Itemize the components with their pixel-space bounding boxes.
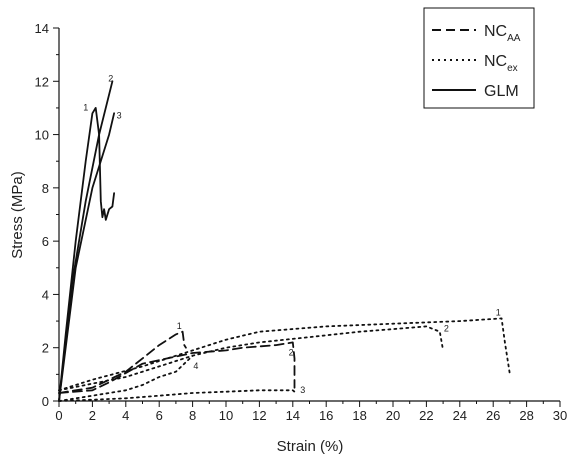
y-tick-label: 14 [35,21,49,36]
x-tick-label: 8 [189,408,196,423]
legend-label-subscript: AA [507,33,521,44]
curve-nc-ex-2 [58,325,445,392]
y-tick-label: 12 [35,74,49,89]
curve-nc-ex-1 [58,317,511,392]
x-tick-label: 28 [519,408,533,423]
x-tick-label: 14 [286,408,300,423]
y-axis-title: Stress (MPa) [9,171,26,259]
x-tick-label: 6 [156,408,163,423]
x-tick-label: 16 [319,408,333,423]
x-tick-label: 30 [553,408,567,423]
x-axis-title: Strain (%) [277,438,344,455]
curve-labels-layer: 1 2 3 1 4 2 3 1 2 [83,73,501,395]
x-tick-label: 0 [55,408,62,423]
legend-label-subscript: ex [507,63,518,74]
x-tick-label: 24 [453,408,467,423]
y-tick-label: 0 [42,394,49,409]
curve-glm-2 [58,80,114,402]
legend-box [423,7,535,109]
curve-number-label: 1 [496,308,501,318]
x-tick-label: 26 [486,408,500,423]
x-tick-label: 20 [386,408,400,423]
curve-glm-1 [58,107,115,402]
curve-number-label: 4 [193,361,198,371]
y-tick-label: 6 [42,234,49,249]
curve-nc-aa-2 [58,341,296,394]
x-tick-label: 4 [122,408,129,423]
y-tick-label: 8 [42,181,49,196]
x-tick-label: 12 [252,408,266,423]
curve-glm-3 [58,112,115,402]
curves-layer [58,80,511,402]
curve-nc-aa-1 [58,330,187,394]
y-tick-label: 4 [42,287,49,302]
x-tick-label: 2 [89,408,96,423]
legend-label: GLM [484,83,519,100]
x-tick-label: 18 [352,408,366,423]
y-tick-label: 2 [42,341,49,356]
curve-number-label: 1 [83,103,88,113]
curve-number-label: 2 [289,348,294,358]
curve-nc-ex-3 [58,389,298,402]
curve-number-label: 3 [300,385,305,395]
y-tick-label: 10 [35,128,49,143]
curve-number-label: 3 [117,111,122,121]
x-tick-label: 22 [419,408,433,423]
curve-number-label: 2 [108,73,113,83]
curve-number-label: 2 [444,324,449,334]
x-tick-label: 10 [219,408,233,423]
curve-number-label: 1 [177,321,182,331]
